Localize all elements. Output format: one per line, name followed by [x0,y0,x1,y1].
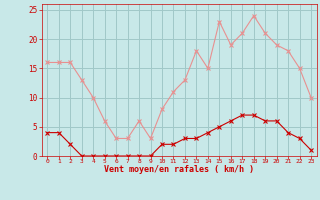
X-axis label: Vent moyen/en rafales ( km/h ): Vent moyen/en rafales ( km/h ) [104,165,254,174]
